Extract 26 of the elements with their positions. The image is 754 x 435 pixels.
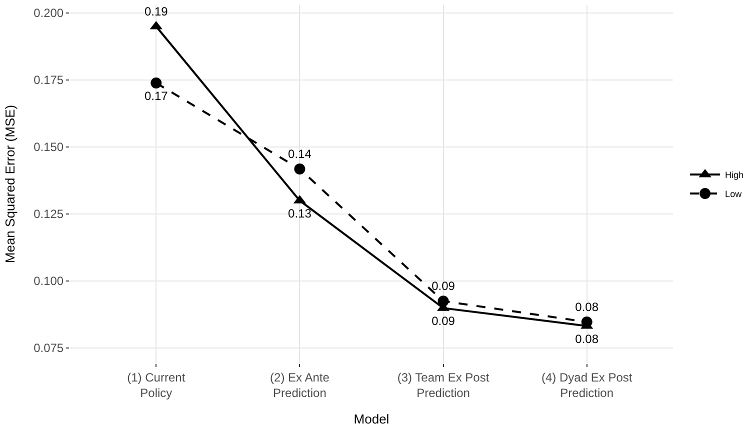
y-tick-label: 0.150	[34, 140, 64, 154]
y-tick-label: 0.175	[34, 73, 64, 88]
data-label: 0.14	[288, 147, 312, 162]
point	[150, 77, 162, 88]
data-label: 0.19	[144, 4, 168, 19]
x-tick-label: (1) Current Policy	[127, 370, 186, 400]
x-tick-label: (4) Dyad Ex Post Prediction	[542, 370, 633, 400]
y-tick-label: 0.100	[34, 274, 64, 288]
data-label: 0.08	[575, 332, 599, 346]
y-tick-label: 0.125	[34, 207, 64, 222]
data-label: 0.13	[288, 206, 312, 220]
legend-label: High	[725, 170, 744, 180]
data-label: 0.09	[432, 279, 456, 294]
point	[294, 163, 306, 174]
y-tick-label: 0.200	[34, 6, 64, 20]
data-label: 0.08	[575, 300, 599, 314]
x-tick-label: (3) Team Ex Post Prediction	[397, 370, 490, 400]
y-axis-title: Mean Squared Error (MSE)	[2, 104, 18, 264]
point	[438, 296, 449, 307]
data-label: 0.17	[144, 88, 168, 103]
x-tick-label: (2) Ex Ante Prediction	[270, 370, 330, 400]
x-axis-title: Model	[354, 412, 390, 427]
y-tick-label: 0.075	[34, 341, 64, 356]
data-label: 0.09	[432, 314, 456, 328]
point	[581, 316, 592, 328]
legend-label: Low	[725, 189, 742, 200]
